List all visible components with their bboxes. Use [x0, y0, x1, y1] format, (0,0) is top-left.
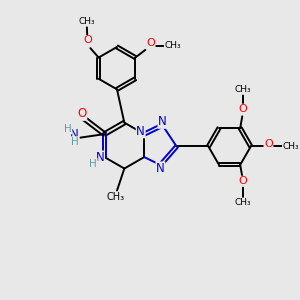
Text: CH₃: CH₃	[283, 142, 299, 151]
Text: O: O	[146, 38, 155, 48]
Text: O: O	[77, 107, 87, 120]
Text: N: N	[96, 151, 104, 164]
Text: N: N	[136, 125, 145, 138]
Text: CH₃: CH₃	[106, 192, 124, 202]
Text: CH₃: CH₃	[79, 17, 95, 26]
Text: N: N	[156, 162, 165, 175]
Text: H: H	[70, 137, 78, 147]
Text: O: O	[83, 35, 92, 46]
Text: N: N	[70, 128, 79, 141]
Text: CH₃: CH₃	[164, 41, 181, 50]
Text: N: N	[158, 115, 167, 128]
Text: O: O	[239, 104, 248, 114]
Text: O: O	[239, 176, 248, 186]
Text: CH₃: CH₃	[235, 198, 251, 207]
Text: H: H	[89, 158, 97, 169]
Text: H: H	[64, 124, 72, 134]
Text: CH₃: CH₃	[235, 85, 251, 94]
Text: O: O	[264, 139, 273, 149]
